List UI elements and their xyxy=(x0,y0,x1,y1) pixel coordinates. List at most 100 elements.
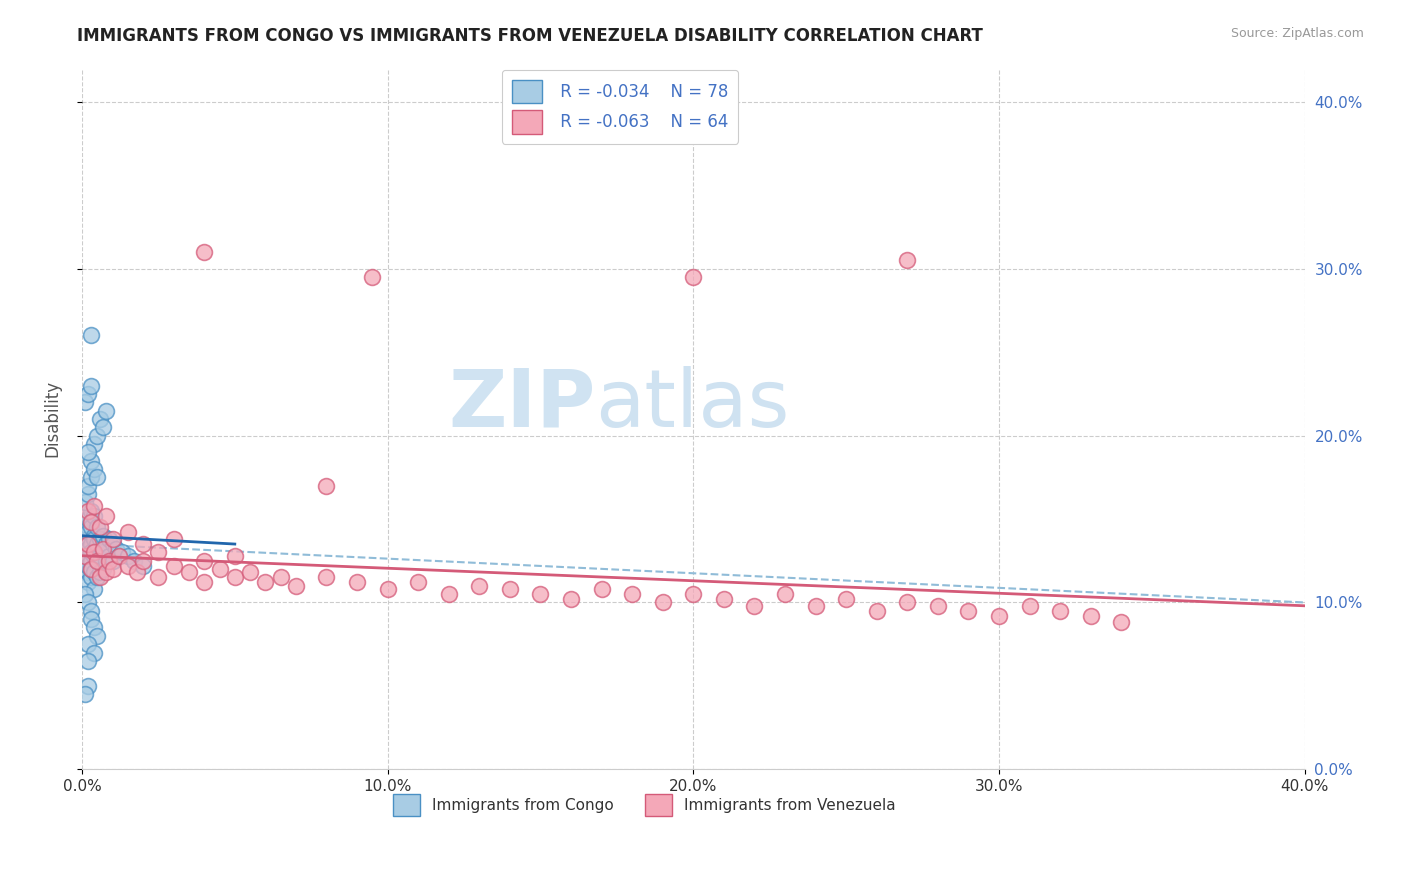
Point xyxy=(132,558,155,573)
Point xyxy=(101,554,124,568)
Point xyxy=(86,554,108,568)
Point xyxy=(96,566,118,580)
Point xyxy=(77,532,100,546)
Point xyxy=(529,587,551,601)
Point xyxy=(315,478,337,492)
Point xyxy=(80,612,103,626)
Point xyxy=(560,592,582,607)
Point xyxy=(101,562,124,576)
Point xyxy=(773,587,796,601)
Point xyxy=(193,554,215,568)
Point xyxy=(77,525,100,540)
Point xyxy=(83,566,105,580)
Point xyxy=(270,570,292,584)
Point xyxy=(96,508,118,523)
Point xyxy=(224,549,246,563)
Point xyxy=(77,654,100,668)
Point xyxy=(80,537,103,551)
Point xyxy=(98,554,121,568)
Point xyxy=(77,445,100,459)
Point xyxy=(77,549,100,563)
Point xyxy=(437,587,460,601)
Point xyxy=(86,554,108,568)
Point xyxy=(73,529,96,543)
Point xyxy=(682,270,704,285)
Point xyxy=(80,516,103,530)
Point xyxy=(117,525,139,540)
Point xyxy=(89,570,111,584)
Point xyxy=(1080,608,1102,623)
Point xyxy=(83,508,105,523)
Point xyxy=(73,549,96,563)
Point xyxy=(193,575,215,590)
Point xyxy=(224,570,246,584)
Point xyxy=(804,599,827,613)
Point xyxy=(86,470,108,484)
Point xyxy=(73,395,96,409)
Point xyxy=(284,579,307,593)
Point xyxy=(988,608,1011,623)
Text: atlas: atlas xyxy=(596,366,790,444)
Point xyxy=(1018,599,1040,613)
Point xyxy=(80,545,103,559)
Point xyxy=(361,270,384,285)
Point xyxy=(86,520,108,534)
Point xyxy=(86,570,108,584)
Point xyxy=(866,604,889,618)
Point xyxy=(98,532,121,546)
Point xyxy=(86,629,108,643)
Point xyxy=(254,575,277,590)
Text: ZIP: ZIP xyxy=(449,366,596,444)
Point xyxy=(80,562,103,576)
Point xyxy=(77,487,100,501)
Point xyxy=(73,537,96,551)
Point xyxy=(83,532,105,546)
Point xyxy=(77,558,100,573)
Point xyxy=(621,587,644,601)
Point xyxy=(406,575,429,590)
Point xyxy=(80,520,103,534)
Point xyxy=(77,520,100,534)
Point xyxy=(77,637,100,651)
Point xyxy=(89,412,111,426)
Text: Source: ZipAtlas.com: Source: ZipAtlas.com xyxy=(1230,27,1364,40)
Point xyxy=(80,504,103,518)
Point xyxy=(896,253,918,268)
Point xyxy=(73,687,96,701)
Point xyxy=(77,575,100,590)
Point xyxy=(73,495,96,509)
Point xyxy=(89,532,111,546)
Point xyxy=(96,403,118,417)
Point xyxy=(111,545,134,559)
Point xyxy=(101,532,124,546)
Point xyxy=(96,554,118,568)
Point xyxy=(86,428,108,442)
Point xyxy=(499,582,522,596)
Point xyxy=(107,549,129,563)
Point xyxy=(89,549,111,563)
Point xyxy=(744,599,766,613)
Point xyxy=(125,566,148,580)
Point xyxy=(377,582,399,596)
Point xyxy=(163,558,186,573)
Point xyxy=(1049,604,1071,618)
Point xyxy=(83,437,105,451)
Point xyxy=(163,532,186,546)
Point xyxy=(101,537,124,551)
Point xyxy=(73,545,96,559)
Point xyxy=(315,570,337,584)
Point xyxy=(148,545,170,559)
Point xyxy=(468,579,491,593)
Point xyxy=(682,587,704,601)
Point xyxy=(89,520,111,534)
Point xyxy=(83,549,105,563)
Point xyxy=(104,542,127,557)
Point xyxy=(73,554,96,568)
Point xyxy=(193,245,215,260)
Point xyxy=(73,587,96,601)
Point xyxy=(77,537,100,551)
Point xyxy=(80,554,103,568)
Point xyxy=(83,499,105,513)
Point xyxy=(1109,615,1132,630)
Point xyxy=(208,562,231,576)
